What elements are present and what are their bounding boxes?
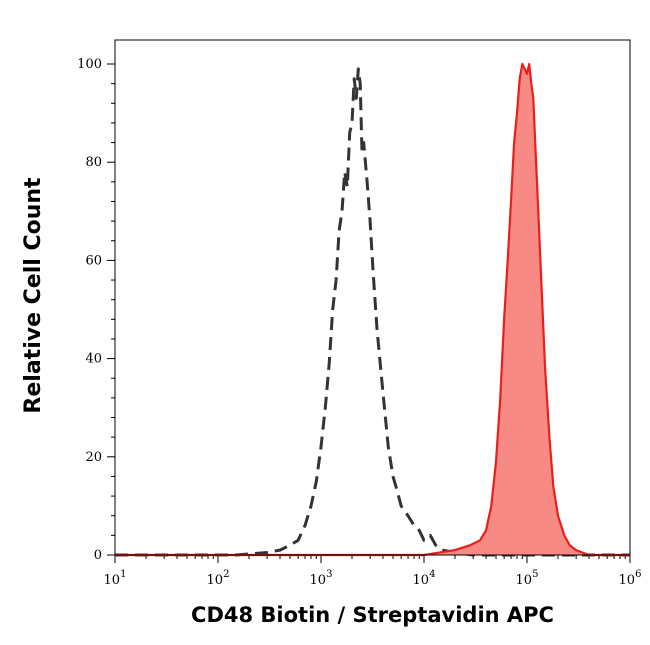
x-tick-label: 105 xyxy=(516,569,539,588)
y-axis-ticks: 0 20 40 60 80 100 xyxy=(77,57,115,563)
x-axis-title: CD48 Biotin / Streptavidin APC xyxy=(191,603,554,627)
y-tick-label: 0 xyxy=(94,548,102,563)
series-layer xyxy=(115,62,630,557)
y-axis-title: Relative Cell Count xyxy=(21,177,46,414)
y-tick-label: 20 xyxy=(85,450,102,465)
x-axis-ticks: 101 102 103 104 105 106 xyxy=(104,555,642,588)
x-tick-label: 101 xyxy=(104,569,127,588)
series-2-area xyxy=(115,64,630,555)
x-tick-label: 106 xyxy=(619,569,642,588)
series-2-line xyxy=(115,62,630,557)
y-tick-label: 80 xyxy=(85,155,102,170)
y-tick-label: 40 xyxy=(85,352,102,367)
x-tick-label: 103 xyxy=(310,569,333,588)
y-tick-label: 100 xyxy=(77,57,102,72)
x-tick-label: 104 xyxy=(413,569,436,588)
y-tick-label: 60 xyxy=(85,253,102,268)
x-tick-label: 102 xyxy=(207,569,230,588)
plot-frame xyxy=(114,39,631,556)
series-1-line xyxy=(115,67,630,557)
